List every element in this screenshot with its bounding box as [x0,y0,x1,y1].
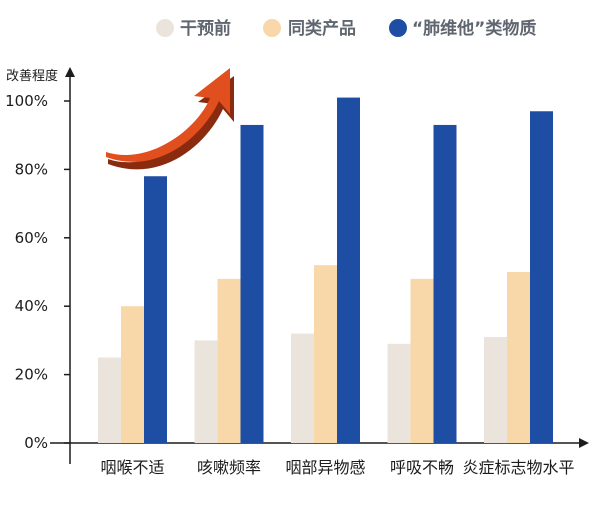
trend-arrow-icon [106,68,234,170]
trend-arrow-shadow [108,76,234,170]
legend-item-0: 干预前 [156,18,231,39]
bars [98,97,553,444]
bar-0-1 [194,340,218,443]
legend-swatch-0 [156,19,174,37]
legend-swatch-1 [263,19,281,37]
bar-1-0 [121,306,144,443]
y-axis-label: 改善程度 [6,68,58,84]
bar-2-1 [240,124,264,443]
bar-2-0 [144,176,167,444]
category-label: 咽喉不适 [100,458,164,477]
bar-1-4 [507,272,530,443]
legend-label-1: 同类产品 [288,18,356,39]
y-tick-label: 60% [15,229,48,247]
legend-label-0: 干预前 [180,18,231,39]
bar-0-3 [387,343,411,443]
category-label: 咳嗽频率 [197,458,261,477]
bar-2-2 [337,97,360,443]
bar-1-2 [314,265,337,443]
y-tick-label: 0% [24,434,48,452]
category-label: 炎症标志物水平 [462,458,574,477]
category-labels: 咽喉不适 咳嗽频率 咽部异物感 呼吸不畅 炎症标志物水平 [100,458,574,477]
bar-1-3 [410,278,434,443]
y-tick-label: 20% [15,366,48,384]
bar-1-1 [217,278,241,443]
bar-0-4 [484,336,507,443]
trend-arrow-shape [106,68,230,162]
category-label: 咽部异物感 [285,458,365,477]
bar-0-2 [291,333,314,443]
legend-label-2: “肺维他”类物质 [412,18,536,39]
y-tick-label: 80% [15,160,48,178]
category-label: 呼吸不畅 [390,458,454,477]
legend-item-2: “肺维他”类物质 [389,18,536,39]
y-tick-labels: 0% 20% 40% 60% 80% 100% [5,92,70,452]
legend-item-1: 同类产品 [263,18,356,39]
legend-swatch-2 [389,19,407,37]
y-tick-label: 100% [5,92,48,110]
y-tick-label: 40% [15,297,48,315]
legend: 干预前 同类产品 “肺维他”类物质 [156,18,536,39]
bar-2-4 [530,111,553,443]
bar-2-3 [433,124,457,443]
bar-0-0 [98,357,121,443]
